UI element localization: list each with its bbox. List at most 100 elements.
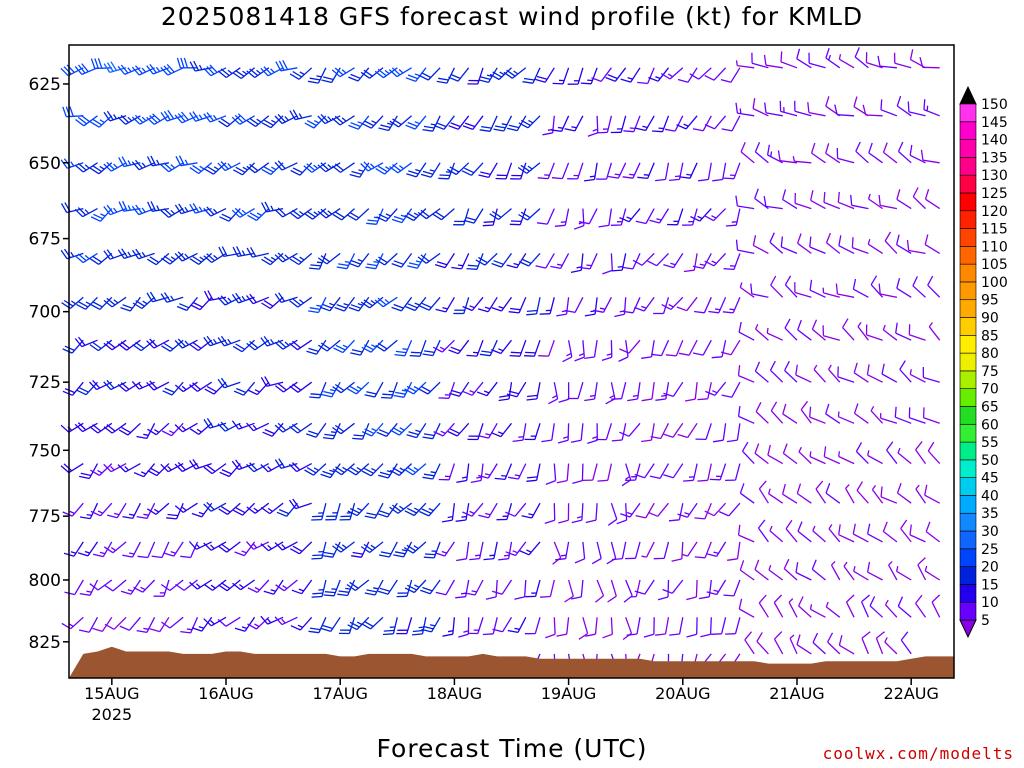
wind-barb <box>622 297 641 314</box>
wind-barb <box>132 296 156 310</box>
wind-barb <box>231 207 255 218</box>
wind-barb <box>545 617 556 639</box>
wind-barb <box>692 115 712 132</box>
wind-barb <box>469 541 484 561</box>
wind-barb <box>404 381 427 395</box>
wind-barb <box>417 252 441 264</box>
wind-barb <box>582 463 598 482</box>
x-tick-label: 18AUG <box>427 684 482 703</box>
wind-barb <box>274 541 298 551</box>
wind-barb <box>406 162 427 178</box>
wind-barb <box>669 617 684 636</box>
wind-barb <box>434 253 455 269</box>
wind-barb <box>809 406 826 424</box>
wind-barb <box>611 541 627 561</box>
wind-barb <box>146 380 170 391</box>
wind-barb <box>406 422 427 439</box>
colorbar-cell <box>959 174 977 194</box>
wind-barb <box>641 423 655 443</box>
wind-barb <box>464 579 484 596</box>
wind-barb <box>852 278 869 298</box>
colorbar-label: 65 <box>981 399 999 415</box>
wind-barb <box>303 162 327 173</box>
wind-barb <box>432 339 455 353</box>
wind-barb <box>89 339 113 352</box>
colorbar-label: 45 <box>981 471 999 487</box>
wind-barb <box>347 381 370 395</box>
speed-colorbar: 5101520253035404550556065707580859095100… <box>959 85 1008 639</box>
colorbar-label: 100 <box>981 275 1008 291</box>
wind-barb <box>909 369 926 383</box>
wind-barb <box>570 423 584 443</box>
y-axis: 625 650 675 700 725 750 775 800 825 <box>29 75 69 653</box>
wind-barb <box>231 113 255 125</box>
wind-barb <box>557 423 570 444</box>
wind-barb <box>75 114 98 127</box>
wind-barb <box>60 202 84 214</box>
wind-barb <box>896 189 912 210</box>
wind-barb <box>925 521 941 543</box>
wind-barb <box>161 422 184 437</box>
wind-barb <box>758 594 769 618</box>
colorbar-label: 95 <box>981 293 999 309</box>
wind-barb <box>580 67 598 85</box>
wind-barb <box>246 162 270 174</box>
wind-barb <box>542 115 555 136</box>
wind-barb <box>795 364 812 383</box>
wind-barb <box>60 248 84 260</box>
wind-barb <box>526 382 541 401</box>
wind-barb <box>247 616 270 630</box>
wind-barb <box>189 111 212 122</box>
wind-barb <box>562 340 573 363</box>
wind-barb <box>663 253 684 269</box>
wind-barb <box>723 162 741 180</box>
wind-barb <box>438 463 456 481</box>
wind-barb <box>146 155 170 167</box>
wind-barb <box>394 339 413 357</box>
wind-barb <box>466 253 484 270</box>
wind-barb <box>525 579 541 598</box>
wind-barb <box>782 443 798 465</box>
wind-barb <box>641 340 655 359</box>
wind-barb <box>763 195 783 210</box>
wind-barb <box>448 115 470 130</box>
y-tick-label: 650 <box>29 154 61 174</box>
wind-barb <box>634 463 655 479</box>
wind-barb <box>545 463 557 486</box>
wind-barb <box>506 253 527 269</box>
wind-barb <box>852 523 869 543</box>
wind-barb <box>337 579 356 597</box>
wind-barb <box>92 616 113 633</box>
wind-barb <box>453 297 470 315</box>
wind-barb <box>62 106 84 118</box>
wind-barb <box>74 207 98 218</box>
wind-barb <box>649 208 670 224</box>
wind-barb <box>146 502 170 515</box>
wind-barb <box>647 502 670 517</box>
wind-barb <box>767 444 784 465</box>
wind-barb <box>76 296 98 310</box>
wind-barb <box>117 64 141 75</box>
wind-barb <box>894 406 912 424</box>
wind-barb <box>506 381 527 398</box>
wind-barb <box>564 115 584 132</box>
wind-barb <box>76 381 98 396</box>
wind-barb <box>865 52 883 69</box>
wind-barb <box>122 502 141 520</box>
wind-barb <box>665 339 684 357</box>
wind-barb <box>289 541 313 555</box>
wind-barb <box>483 541 498 561</box>
wind-barb <box>62 381 84 396</box>
wind-barb <box>601 340 613 362</box>
wind-barb <box>189 162 213 175</box>
colorbar-label: 20 <box>981 560 999 576</box>
wind-barb <box>641 382 655 402</box>
wind-barb <box>103 379 127 391</box>
wind-barb <box>334 296 356 312</box>
wind-barb <box>404 208 427 222</box>
wind-barb <box>769 525 784 543</box>
wind-barb <box>333 339 355 354</box>
wind-barb <box>360 541 384 554</box>
wind-barb <box>174 422 198 433</box>
wind-barb <box>587 115 599 137</box>
